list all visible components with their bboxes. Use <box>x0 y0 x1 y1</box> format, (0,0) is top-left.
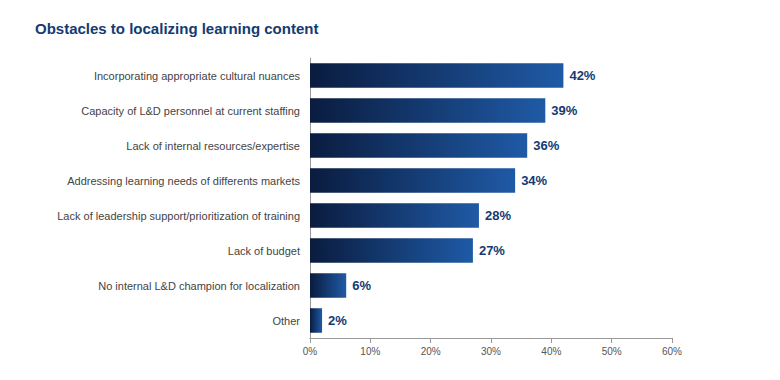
svg-text:Lack of budget: Lack of budget <box>228 245 300 257</box>
svg-text:Incorporating appropriate cult: Incorporating appropriate cultural nuanc… <box>94 70 301 82</box>
svg-text:10%: 10% <box>360 346 380 357</box>
svg-text:42%: 42% <box>569 68 595 83</box>
svg-text:28%: 28% <box>485 208 511 223</box>
svg-text:Obstacles to localizing learni: Obstacles to localizing learning content <box>35 20 318 37</box>
svg-text:6%: 6% <box>352 278 371 293</box>
svg-text:50%: 50% <box>602 346 622 357</box>
svg-text:Lack of leadership support/pri: Lack of leadership support/prioritizatio… <box>57 210 300 222</box>
svg-text:27%: 27% <box>479 243 505 258</box>
svg-text:0%: 0% <box>303 346 318 357</box>
svg-text:39%: 39% <box>551 103 577 118</box>
svg-text:Lack of internal resources/exp: Lack of internal resources/expertise <box>126 140 300 152</box>
svg-text:20%: 20% <box>421 346 441 357</box>
svg-text:36%: 36% <box>533 138 559 153</box>
svg-text:Other: Other <box>272 315 300 327</box>
svg-text:No internal L&D champion for l: No internal L&D champion for localizatio… <box>98 280 300 292</box>
svg-text:2%: 2% <box>328 313 347 328</box>
svg-text:Addressing learning needs of d: Addressing learning needs of differents … <box>67 175 300 187</box>
svg-text:60%: 60% <box>662 346 682 357</box>
svg-text:34%: 34% <box>521 173 547 188</box>
svg-text:30%: 30% <box>481 346 501 357</box>
svg-text:40%: 40% <box>541 346 561 357</box>
svg-text:Capacity of L&D personnel at c: Capacity of L&D personnel at current sta… <box>81 105 300 117</box>
